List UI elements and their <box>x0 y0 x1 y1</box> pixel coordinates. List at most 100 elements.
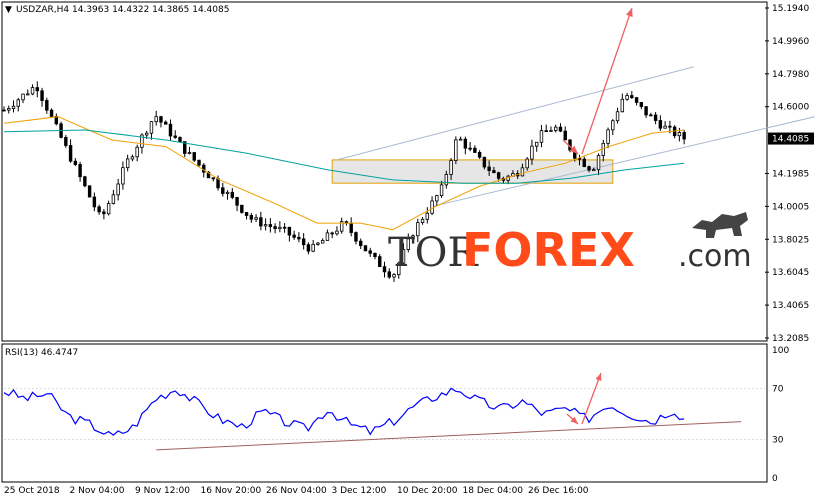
logo-part2: FOREX <box>462 223 635 277</box>
candle <box>235 196 239 212</box>
rsi-y-tick-label: 30 <box>772 436 784 446</box>
candle <box>630 90 634 99</box>
rsi-panel <box>1 343 768 483</box>
candle <box>64 135 68 148</box>
candle <box>40 87 44 107</box>
candle <box>87 185 92 198</box>
logo-part1: TOR <box>388 230 479 276</box>
symbol-header-arrow-icon[interactable]: ▼ <box>5 5 12 15</box>
symbol-label: USDZAR,H4 <box>16 5 69 15</box>
candle <box>592 167 596 172</box>
candle <box>444 170 449 189</box>
candle <box>611 119 615 136</box>
candle <box>211 177 215 182</box>
candle <box>278 221 282 233</box>
candle <box>544 124 548 133</box>
candle <box>639 102 644 110</box>
x-tick-label: 18 Dec 04:00 <box>463 486 524 496</box>
y-tick-label: 13.4065 <box>772 301 809 311</box>
candle <box>116 178 120 201</box>
candle <box>130 154 135 162</box>
candle <box>354 231 358 245</box>
candle <box>2 106 6 112</box>
candle <box>649 112 653 117</box>
candle <box>225 190 230 200</box>
candle <box>663 121 667 129</box>
candle <box>335 226 339 236</box>
candle <box>558 123 563 133</box>
candle <box>192 152 196 163</box>
candle <box>178 136 182 143</box>
candle <box>496 171 501 182</box>
candle <box>549 126 553 132</box>
candle <box>492 166 496 174</box>
candle <box>463 136 468 155</box>
candle <box>106 200 111 216</box>
y-tick-label: 14.7980 <box>772 70 809 80</box>
candle <box>487 160 491 176</box>
x-tick-label: 26 Dec 16:00 <box>528 486 589 496</box>
candle <box>534 141 539 152</box>
candle <box>387 268 391 279</box>
rsi-y-tick-label: 100 <box>772 346 789 356</box>
candle <box>359 238 363 250</box>
axis-layer: 14.4085 15.1940 14.9960 14.7980 14.6000 14.19… <box>4 4 814 496</box>
candle <box>206 171 211 179</box>
candle <box>135 144 139 162</box>
candle <box>78 161 82 182</box>
rsi-arrow-down-icon <box>566 413 579 425</box>
x-tick-label: 3 Dec 12:00 <box>332 486 387 496</box>
candle <box>473 145 477 153</box>
candle <box>311 239 315 253</box>
x-tick-label: 26 Nov 04:00 <box>266 486 327 496</box>
candle <box>154 110 158 126</box>
candle <box>26 89 30 96</box>
candle <box>68 139 73 163</box>
candle <box>454 136 458 165</box>
candle <box>30 84 35 96</box>
candle <box>411 234 415 240</box>
candle <box>301 233 306 250</box>
support-zone <box>331 159 614 184</box>
candle <box>316 241 320 246</box>
y-tick-label: 13.6045 <box>772 268 809 278</box>
candle <box>159 115 163 128</box>
rsi-trendline <box>156 421 742 451</box>
candle <box>21 93 25 104</box>
rsi-title: RSI(13) 46.4747 <box>5 348 78 358</box>
candle <box>83 175 87 188</box>
candle <box>606 127 610 149</box>
candle <box>420 216 425 225</box>
candle <box>92 192 97 212</box>
candle <box>339 217 344 234</box>
logo-part3: .com <box>678 239 752 274</box>
current-price-marker <box>768 132 814 145</box>
candle <box>330 231 334 239</box>
candle <box>682 129 686 145</box>
candle <box>240 204 244 214</box>
candle <box>125 154 130 172</box>
price-layer <box>2 7 815 282</box>
rsi-line <box>3 387 685 436</box>
candle <box>149 121 154 140</box>
candle <box>539 125 544 148</box>
candle <box>230 188 235 200</box>
current-price-label: 14.4085 <box>772 135 809 145</box>
candle <box>287 226 292 242</box>
candle <box>525 157 529 171</box>
y-tick-label: 14.0005 <box>772 202 809 212</box>
candle <box>244 212 249 220</box>
candle <box>625 92 629 101</box>
candle <box>620 93 625 113</box>
ohlc-values: 14.3963 14.4322 14.3865 14.4085 <box>72 5 229 15</box>
candle <box>397 261 401 279</box>
candle <box>121 161 125 190</box>
channel-lower-line <box>431 116 815 207</box>
candle <box>554 124 558 133</box>
candle <box>582 156 586 168</box>
candle <box>406 233 410 253</box>
candle <box>35 81 40 98</box>
candle <box>430 196 434 216</box>
candle <box>596 153 601 176</box>
candle <box>425 207 430 224</box>
